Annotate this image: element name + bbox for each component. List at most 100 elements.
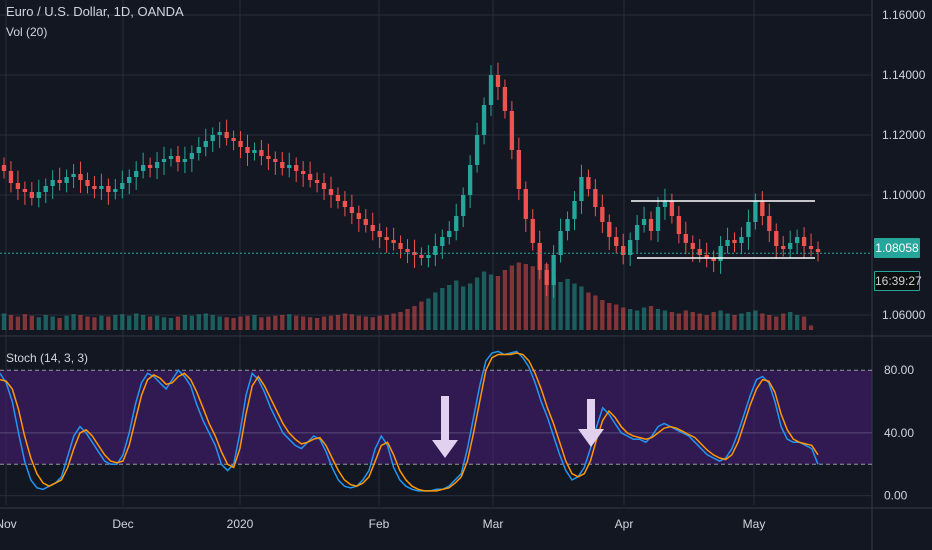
candle-body [495,75,501,87]
volume-bar [36,317,41,330]
candle-body [767,216,772,231]
volume-bar [175,316,181,330]
candle-body [301,171,306,174]
volume-bar [29,315,34,330]
volume-legend[interactable]: Vol (20) [6,25,48,39]
volume-bar [711,312,716,330]
volume-bar [22,314,28,330]
volume-bar [544,264,549,330]
volume-bar [405,309,410,330]
volume-bar [182,315,188,330]
candle-body [43,186,48,192]
volume-bar [607,303,612,330]
candle-body [50,180,55,186]
candle-body [697,249,702,255]
volume-bar [349,314,355,330]
candle-body [203,141,208,147]
candle-body [245,147,250,153]
candle-body [467,165,473,195]
candle-body [788,243,793,249]
candle-body [544,270,549,285]
candle-body [781,246,786,249]
candle-body [134,171,139,177]
time-tick-label: Mar [483,517,504,531]
volume-bar [732,315,737,330]
volume-bar [655,309,661,330]
volume-bar [774,316,779,330]
volume-bar [426,298,431,330]
volume-bar [495,276,501,330]
stoch-legend[interactable]: Stoch (14, 3, 3) [6,351,89,365]
volume-bar [245,315,250,330]
candle-body [92,186,97,189]
volume-bar [92,317,97,330]
volume-bar [530,266,535,330]
volume-bar [377,315,382,330]
volume-bar [676,313,682,330]
volume-bar [614,304,619,330]
candle-body [22,189,28,192]
time-tick-label: 2020 [227,517,254,531]
volume-bar [641,307,647,330]
candle-body [634,225,640,240]
volume-bar [356,315,361,330]
volume-bar [280,315,285,330]
candle-body [113,189,118,192]
candle-body [140,165,146,171]
candle-body [1,165,7,171]
candle-body [753,201,758,222]
volume-bar [502,270,508,330]
candle-body [78,174,83,180]
volume-bar [15,316,21,330]
candle-body [161,159,167,162]
volume-bar [447,285,452,330]
candle-body [683,234,688,243]
candle-body [147,165,153,168]
candle-body [15,183,21,189]
current-price-tag: 1.08058 [874,238,920,258]
candle-body [384,237,389,240]
candle-body [627,240,633,255]
candle-body [252,150,257,153]
candle-body [231,138,236,141]
volume-bar [335,315,341,330]
volume-bar [760,313,765,330]
countdown-tag: 16:39:27 [874,271,922,291]
volume-bar [328,315,334,330]
candle-body [335,195,341,201]
volume-bar [481,271,487,330]
candle-body [99,186,104,189]
volume-bar [321,316,327,330]
candle-body [36,192,41,198]
stoch-d-line [0,352,819,492]
volume-bar [801,316,807,330]
candle-body [523,189,528,219]
candle-body [363,219,368,225]
volume-bar [558,282,563,330]
volume-bar [461,286,466,330]
candle-body [815,249,821,252]
candle-body [537,243,542,270]
volume-bar [113,315,118,330]
volume-bar [621,307,626,330]
volume-bar [572,283,577,330]
stoch-k-line [0,350,819,492]
volume-bar [419,301,424,330]
candle-body [447,231,452,237]
volume-bar [648,306,654,330]
candle-body [287,165,292,168]
candle-body [572,201,577,219]
candle-body [516,150,521,189]
arrow-shaft [441,396,449,442]
candle-body [725,240,730,246]
candle-body [648,219,654,231]
volume-bar [78,315,83,330]
candle-body [168,156,174,159]
volume-bar [440,288,445,330]
volume-bar [154,315,160,330]
candle-body [600,207,605,222]
volume-bar [697,313,702,330]
volume-bar [168,318,174,330]
